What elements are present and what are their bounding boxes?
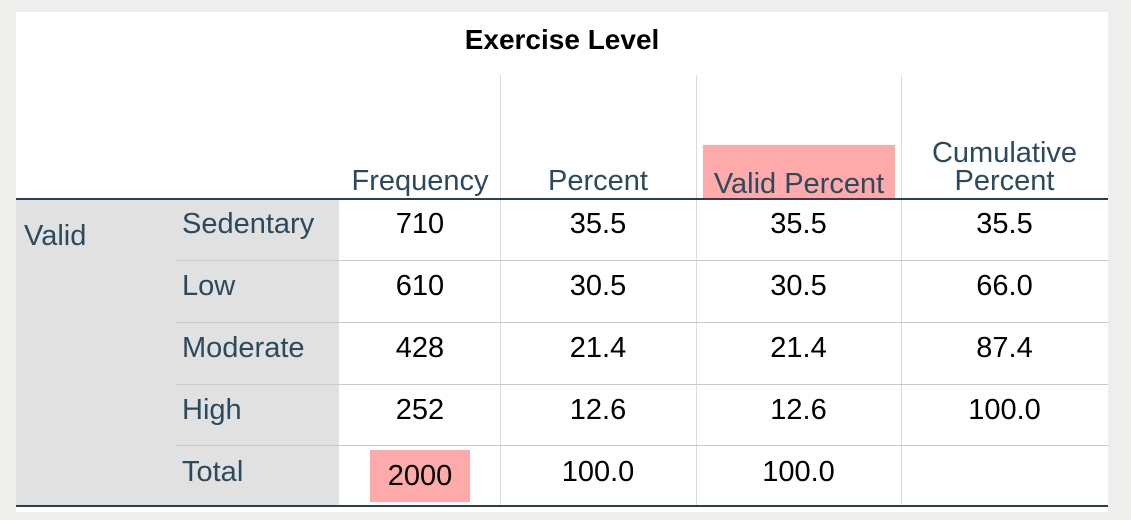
cell-valid-percent: 30.5: [770, 270, 827, 302]
body-divider: [500, 200, 501, 506]
header-divider: [500, 75, 501, 199]
cell-valid-percent: 100.0: [762, 456, 835, 488]
header-divider: [901, 75, 902, 199]
row-separator: [176, 445, 1108, 446]
row-label: Total: [182, 456, 244, 488]
row-separator: [176, 322, 1108, 323]
header-divider: [696, 75, 697, 199]
cell-cumulative: 87.4: [976, 332, 1033, 364]
row-label-column: [176, 200, 339, 506]
row-separator: [176, 384, 1108, 385]
column-header-frequency: Frequency: [351, 165, 489, 197]
column-header-percent: Percent: [548, 165, 648, 197]
header-rule: [16, 198, 1108, 200]
cell-percent: 35.5: [569, 208, 627, 240]
cell-percent: 12.6: [569, 394, 627, 426]
column-header-cumulative-line2: Percent: [954, 165, 1055, 197]
cell-cumulative: 100.0: [968, 394, 1041, 426]
cell-valid-percent: 12.6: [770, 394, 827, 426]
cell-frequency: 428: [395, 332, 445, 364]
cell-frequency-total: 2000: [370, 450, 470, 502]
cell-valid-percent: 35.5: [770, 208, 827, 240]
cell-percent: 100.0: [561, 456, 635, 488]
cell-frequency: 710: [395, 208, 445, 240]
row-label: Sedentary: [182, 208, 315, 240]
column-header-cumulative-line1: Cumulative: [931, 137, 1078, 169]
cell-percent: 21.4: [569, 332, 627, 364]
body-divider: [696, 200, 697, 506]
cell-frequency: 252: [395, 394, 445, 426]
table-title: Exercise Level: [464, 24, 660, 55]
cell-cumulative: 66.0: [976, 270, 1033, 302]
cell-frequency: 610: [395, 270, 445, 302]
cell-percent: 30.5: [569, 270, 627, 302]
row-separator: [176, 260, 1108, 261]
frequency-table: Exercise Level Frequency Percent Valid P…: [16, 12, 1108, 512]
group-column: [16, 200, 176, 506]
row-label: Low: [182, 270, 236, 302]
row-label: High: [182, 394, 242, 426]
group-label-valid: Valid: [24, 220, 87, 252]
column-header-valid-percent: Valid Percent: [703, 145, 895, 200]
cell-valid-percent: 21.4: [770, 332, 827, 364]
row-label: Moderate: [182, 332, 305, 364]
cell-cumulative: 35.5: [976, 208, 1033, 240]
table-bottom-rule: [16, 505, 1108, 507]
body-divider: [901, 200, 902, 506]
